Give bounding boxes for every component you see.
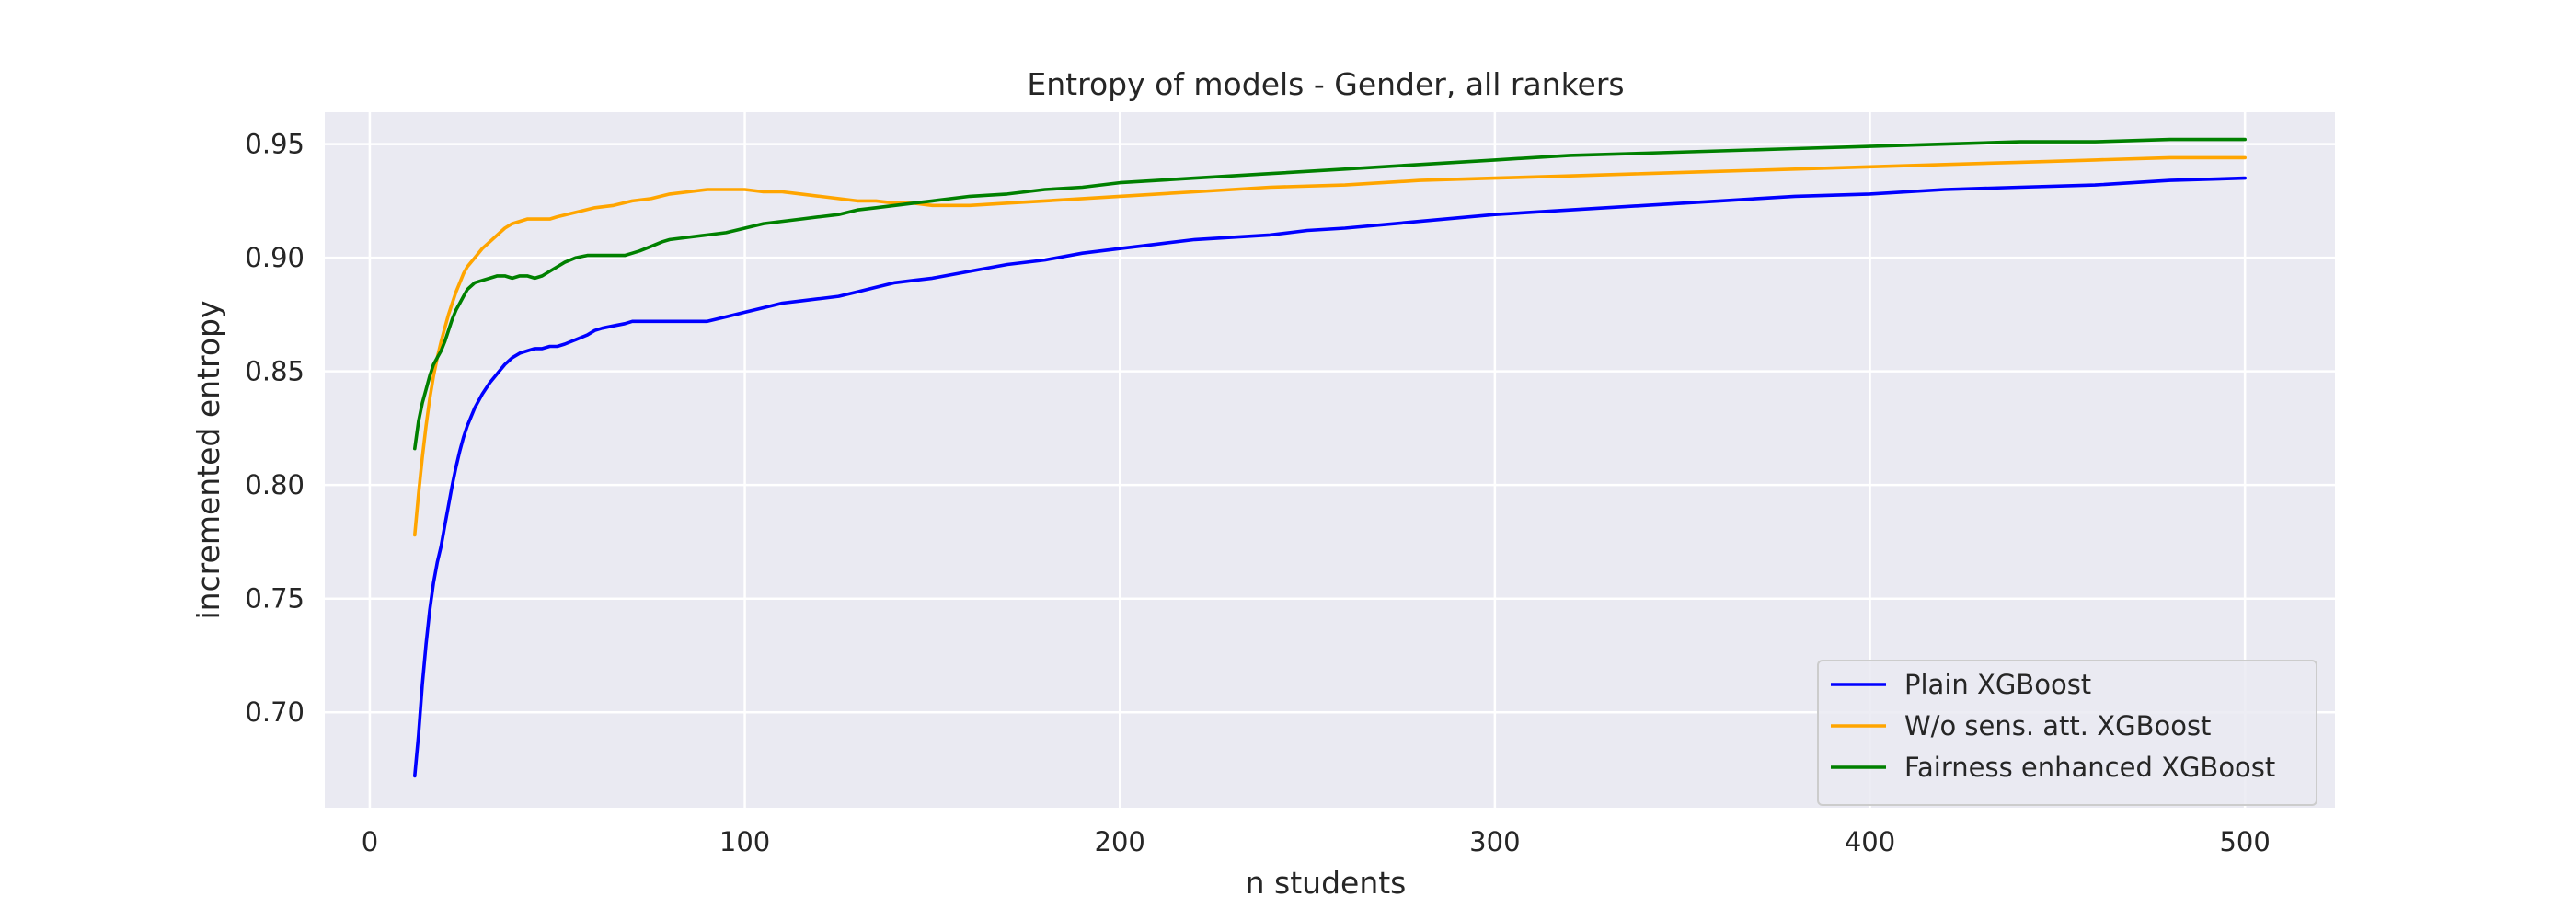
x-tick-label: 200 [1095,826,1145,857]
legend-box [1817,660,2317,806]
legend-label: Plain XGBoost [1904,669,2091,700]
series-line [412,176,2247,778]
chart-title: Entropy of models - Gender, all rankers [1027,66,1624,102]
series-line [412,137,2247,451]
y-tick-label: 0.75 [245,583,305,615]
legend: Plain XGBoost W/o sens. att. XGBoost Fairn… [1817,660,2317,806]
y-tick-label: 0.70 [245,696,305,728]
y-tick-label: 0.85 [245,356,305,387]
tick-labels: 0 100 200 300 400 500 0.70 0.75 0.80 0.85 0.90 0.95 [245,129,2270,857]
y-tick-label: 0.80 [245,469,305,500]
legend-label: Fairness enhanced XGBoost [1904,752,2275,783]
x-tick-label: 0 [362,826,378,857]
x-tick-label: 100 [719,826,770,857]
y-tick-label: 0.90 [245,242,305,273]
x-axis-title: n students [1246,865,1407,901]
x-tick-label: 300 [1469,826,1520,857]
x-tick-label: 500 [2219,826,2270,857]
series-lines [412,137,2247,778]
series-line [412,155,2247,537]
y-tick-label: 0.95 [245,129,305,160]
legend-label: W/o sens. att. XGBoost [1904,710,2211,742]
x-tick-label: 400 [1845,826,1895,857]
y-axis-title: incremented entropy [190,300,226,619]
